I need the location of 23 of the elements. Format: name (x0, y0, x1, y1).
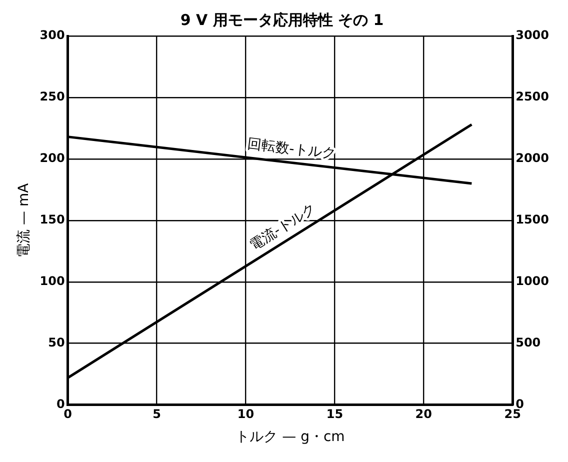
x-axis-title: トルク — g・cm (236, 429, 345, 446)
x-tick-label: 5 (152, 407, 161, 422)
y-tick-label: 150 (40, 212, 65, 227)
y2-tick-label: 1000 (516, 274, 550, 288)
y-axis-title: 電流 — mA (16, 182, 32, 258)
y2-tick-label: 500 (516, 335, 541, 350)
x-tick-label: 10 (237, 407, 254, 422)
annotation: 電流-トルク (247, 200, 320, 254)
y-tick-label: 0 (56, 396, 65, 411)
y-tick-label: 50 (48, 335, 65, 350)
chart-title: 9 V 用モータ応用特性 その 1 (180, 10, 384, 29)
x-tick-label: 25 (504, 407, 521, 422)
y-tick-label: 100 (40, 274, 65, 288)
y-tick-label: 300 (40, 28, 65, 42)
y2-tick-label: 2500 (516, 90, 550, 104)
x-tick-label: 20 (415, 407, 432, 422)
y2-tick-label: 3000 (516, 28, 550, 42)
y-tick-label: 200 (40, 151, 65, 166)
x-tick-label: 15 (326, 407, 344, 422)
annotation: 回転数-トルク (246, 136, 337, 162)
y2-tick-label: 2000 (516, 151, 550, 166)
y-tick-label: 250 (40, 90, 65, 104)
y2-tick-label: 1500 (516, 212, 550, 227)
